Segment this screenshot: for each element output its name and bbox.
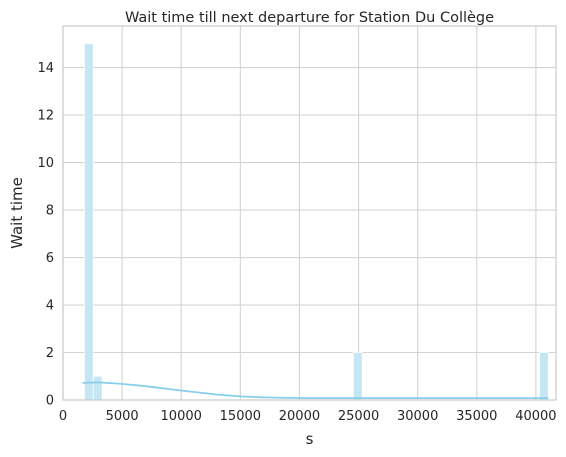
x-tick-label: 0 [59,409,67,424]
kde-line [82,381,549,400]
y-tick-label: 4 [46,299,54,314]
histogram-bars [83,43,549,401]
y-tick-label: 2 [46,346,54,361]
x-tick-label: 10000 [161,409,202,424]
y-tick-label: 10 [37,156,54,171]
x-tick-label: 30000 [397,409,438,424]
x-tick-label: 15000 [220,409,261,424]
histogram-bar [539,352,549,401]
y-tick-label: 6 [46,251,54,266]
kde-curve [82,381,549,400]
plot-frame [62,25,557,401]
y-tick-label: 0 [46,394,54,409]
histogram-bar [92,375,103,401]
y-tick-label: 12 [37,109,54,124]
x-tick-label: 40000 [515,409,556,424]
histogram-bar [83,43,94,401]
histogram-bar [352,352,363,401]
grid [62,26,556,401]
x-tick-label: 20000 [279,409,320,424]
y-tick-label: 14 [37,61,54,76]
x-axis-ticks: 0 5000 10000 15000 20000 25000 30000 35000 40000 [59,409,557,424]
chart-title: Wait time till next departure for Statio… [125,10,494,26]
y-axis-ticks: 0 2 4 6 8 10 12 14 [37,61,54,408]
x-tick-label: 25000 [338,409,379,424]
x-tick-label: 5000 [106,409,139,424]
y-tick-label: 8 [46,204,54,219]
x-tick-label: 35000 [456,409,497,424]
y-axis-label: Wait time [8,177,26,249]
x-axis-label: s [306,430,314,448]
